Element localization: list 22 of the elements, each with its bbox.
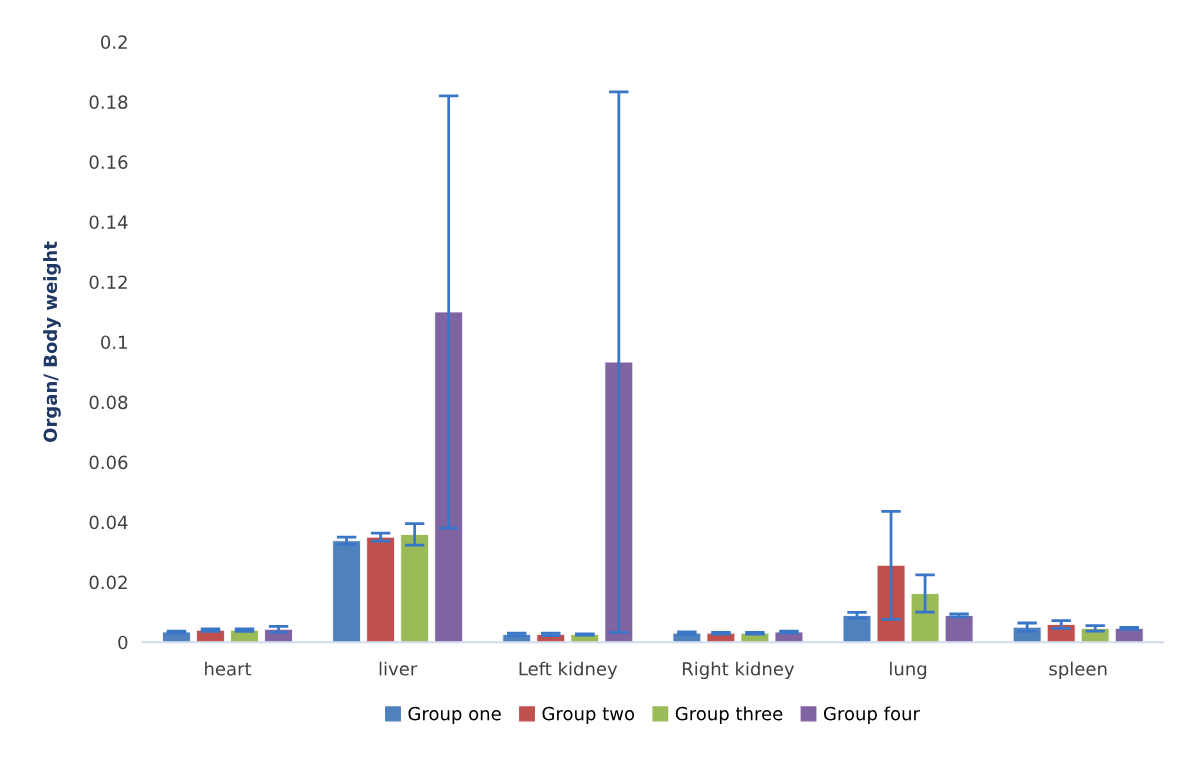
y-tick-label: 0.02 — [89, 575, 127, 590]
y-tick-label: 0.18 — [89, 95, 128, 109]
legend-label: Group four — [823, 706, 920, 724]
y-tick-label: 0 — [118, 635, 128, 650]
legend-label: Group one — [408, 706, 501, 724]
x-tick-label: heart — [205, 661, 252, 676]
x-tick-label: Right kidney — [682, 661, 795, 680]
x-tick-label: spleen — [1049, 661, 1107, 680]
y-axis-title: Organ/ Body weight — [43, 241, 61, 442]
x-tick-label: liver — [379, 661, 418, 676]
y-tick-label: 0.2 — [101, 35, 127, 49]
y-tick-label: 0.16 — [89, 155, 128, 169]
x-tick-label: lung — [890, 661, 927, 680]
y-tick-label: 0.08 — [89, 395, 128, 410]
y-tick-label: 0.14 — [89, 215, 128, 230]
legend-label: Group three — [675, 706, 783, 724]
y-tick-label: 0.1 — [101, 335, 127, 350]
x-tick-label: Left kidney — [519, 661, 618, 680]
y-tick-label: 0.04 — [89, 515, 128, 530]
y-tick-label: 0.12 — [89, 275, 127, 290]
legend-label: Group two — [542, 706, 635, 724]
y-tick-label: 0.06 — [89, 455, 128, 470]
